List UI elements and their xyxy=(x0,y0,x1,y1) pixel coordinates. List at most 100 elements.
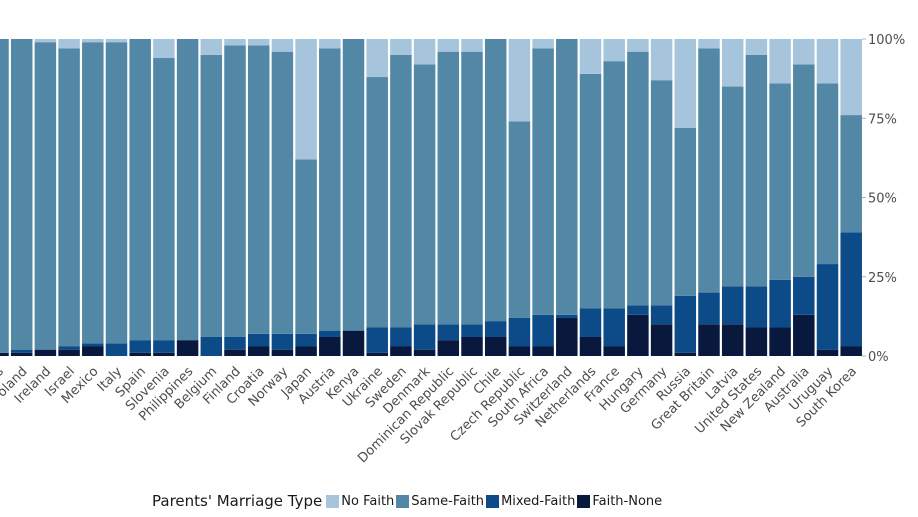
bar-segment-no-faith-20 xyxy=(461,39,483,52)
bar-segment-no-faith-19 xyxy=(437,39,460,52)
bar-segment-same-faith-20 xyxy=(461,51,483,325)
bar-segment-no-faith-33 xyxy=(769,39,791,84)
bar-segment-faith-none-10 xyxy=(224,349,246,356)
y-tick-label: 75% xyxy=(868,112,897,127)
bar-segment-mixed-faith-1 xyxy=(10,349,33,353)
bar-segment-same-faith-27 xyxy=(627,51,649,306)
bar-segment-faith-none-25 xyxy=(579,336,602,356)
bar-segment-same-faith-22 xyxy=(508,121,531,318)
bar-segment-mixed-faith-12 xyxy=(271,333,294,350)
bar-segment-faith-none-26 xyxy=(603,346,625,356)
bar-segment-mixed-faith-9 xyxy=(200,336,223,356)
bar-segment-same-faith-23 xyxy=(532,48,554,315)
bar-segment-mixed-faith-28 xyxy=(650,305,673,325)
bar-segment-mixed-faith-16 xyxy=(366,327,388,353)
bar-segment-faith-none-35 xyxy=(816,349,839,356)
bar-segment-same-faith-18 xyxy=(413,64,436,325)
bar-segment-no-faith-4 xyxy=(82,39,104,43)
bar-segment-mixed-faith-34 xyxy=(793,276,815,315)
bar-segment-mixed-faith-27 xyxy=(627,305,649,315)
bar-segment-no-faith-12 xyxy=(271,39,294,52)
bar-segment-no-faith-5 xyxy=(105,39,128,43)
legend-swatch xyxy=(396,494,410,508)
legend-item: Same-Faith xyxy=(396,494,484,509)
bar-segment-mixed-faith-10 xyxy=(224,336,246,350)
legend-title: Parents' Marriage Type xyxy=(152,492,323,510)
bar-segment-same-faith-10 xyxy=(224,45,246,337)
bar-segment-same-faith-1 xyxy=(10,39,33,350)
bar-segment-no-faith-25 xyxy=(579,39,602,74)
legend-label: Mixed-Faith xyxy=(501,493,576,509)
bar-segment-same-faith-31 xyxy=(721,86,744,287)
bar-segment-same-faith-29 xyxy=(674,127,697,296)
bar-segment-faith-none-17 xyxy=(390,346,412,356)
bar-segment-no-faith-32 xyxy=(745,39,768,55)
bar-segment-faith-none-32 xyxy=(745,327,768,356)
bar-segment-faith-none-12 xyxy=(271,349,294,356)
bar-segment-same-faith-5 xyxy=(105,42,128,344)
bar-segment-mixed-faith-7 xyxy=(153,340,175,353)
bar-segment-same-faith-8 xyxy=(176,39,199,341)
bar-segment-mixed-faith-19 xyxy=(437,324,460,341)
bar-segment-faith-none-34 xyxy=(793,314,815,356)
bar-segment-no-faith-23 xyxy=(532,39,554,49)
bar-segment-no-faith-16 xyxy=(366,39,388,78)
bar-segment-faith-none-11 xyxy=(247,346,270,356)
bar-segment-mixed-faith-35 xyxy=(816,264,839,350)
legend-label: No Faith xyxy=(341,493,395,509)
bar-segment-faith-none-1 xyxy=(10,352,33,356)
bar-segment-mixed-faith-22 xyxy=(508,317,531,347)
bar-segment-mixed-faith-23 xyxy=(532,314,554,347)
bar-segment-mixed-faith-24 xyxy=(556,314,578,318)
x-axis-labels: ...sPolandIrelandIsraelMexicoItalySpainS… xyxy=(0,364,860,466)
bar-segment-mixed-faith-20 xyxy=(461,324,483,337)
bar-segment-no-faith-17 xyxy=(390,39,412,55)
bar-segment-faith-none-6 xyxy=(129,352,151,356)
bar-segment-same-faith-15 xyxy=(342,39,365,331)
bar-segment-same-faith-19 xyxy=(437,51,460,325)
bar-segment-faith-none-20 xyxy=(461,336,483,356)
bar-segment-no-faith-10 xyxy=(224,39,246,46)
bar-segment-same-faith-0 xyxy=(0,39,9,353)
bar-segment-mixed-faith-6 xyxy=(129,340,151,353)
legend-item: No Faith xyxy=(326,494,394,509)
bar-segment-mixed-faith-29 xyxy=(674,295,697,353)
bar-segment-same-faith-28 xyxy=(650,80,673,306)
bar-segment-same-faith-21 xyxy=(484,39,507,322)
bar-segment-no-faith-27 xyxy=(627,39,649,52)
bar-segment-same-faith-6 xyxy=(129,39,151,341)
bar-segment-same-faith-7 xyxy=(153,58,175,341)
bar-segment-mixed-faith-3 xyxy=(58,346,80,350)
bar-segment-mixed-faith-18 xyxy=(413,324,436,350)
bar-segment-same-faith-35 xyxy=(816,83,839,265)
bar-segment-same-faith-4 xyxy=(82,42,104,344)
bar-segment-no-faith-9 xyxy=(200,39,223,55)
bar-segment-faith-none-2 xyxy=(34,349,57,356)
bar-segment-no-faith-36 xyxy=(840,39,862,116)
bar-segment-faith-none-21 xyxy=(484,336,507,356)
legend: Parents' Marriage Type No Faith Same-Fait… xyxy=(152,492,664,510)
bar-segment-no-faith-35 xyxy=(816,39,839,84)
bar-segment-faith-none-19 xyxy=(437,340,460,356)
bars-layer xyxy=(0,39,862,356)
bar-segment-same-faith-12 xyxy=(271,51,294,334)
y-tick-label: 0% xyxy=(868,350,889,365)
bar-segment-no-faith-18 xyxy=(413,39,436,65)
bar-segment-faith-none-3 xyxy=(58,349,80,356)
bar-segment-mixed-faith-26 xyxy=(603,308,625,347)
bar-segment-no-faith-28 xyxy=(650,39,673,81)
bar-segment-same-faith-11 xyxy=(247,45,270,334)
bar-segment-no-faith-7 xyxy=(153,39,175,59)
legend-swatch xyxy=(486,494,500,508)
bar-segment-no-faith-2 xyxy=(34,39,57,43)
bar-segment-faith-none-36 xyxy=(840,346,862,356)
y-axis-ticks: 0% 25% 50% 75% 100% xyxy=(862,33,905,365)
bar-segment-faith-none-31 xyxy=(721,324,744,356)
bar-segment-faith-none-27 xyxy=(627,314,649,356)
bar-segment-same-faith-24 xyxy=(556,39,578,315)
bar-segment-faith-none-0 xyxy=(0,352,9,356)
bar-segment-faith-none-23 xyxy=(532,346,554,356)
bar-segment-faith-none-24 xyxy=(556,317,578,356)
bar-segment-faith-none-16 xyxy=(366,352,388,356)
